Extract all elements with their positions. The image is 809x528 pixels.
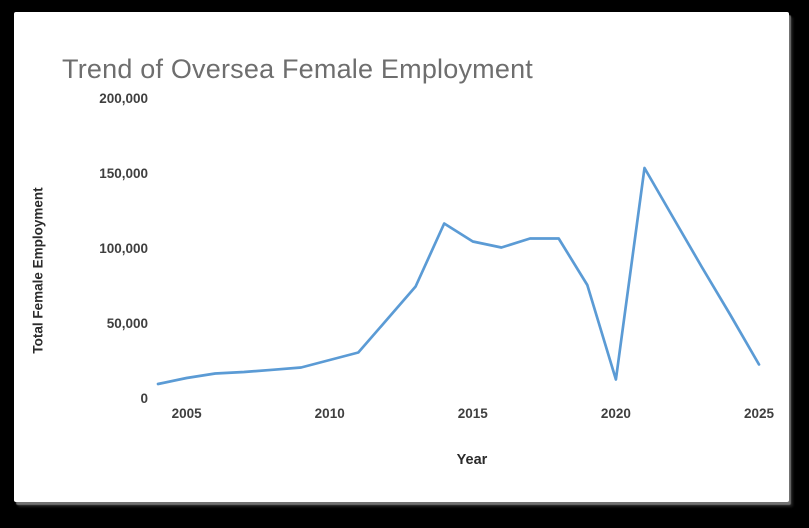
y-tick-label: 150,000 [99,166,148,181]
x-tick-label: 2020 [600,406,631,421]
y-tick-label: 50,000 [106,316,148,331]
x-tick-label: 2015 [457,406,488,421]
x-axis-title: Year [456,452,488,468]
y-tick-label: 100,000 [99,241,148,256]
y-tick-label: 0 [140,391,148,406]
chart-card: Trend of Oversea Female Employment Total… [14,12,789,502]
chart-title: Trend of Oversea Female Employment [62,54,533,84]
x-tick-label: 2005 [171,406,202,421]
x-tick-label: 2010 [314,406,345,421]
trend-line [156,166,761,386]
y-tick-label: 200,000 [99,91,148,106]
x-tick-label: 2025 [743,406,775,421]
